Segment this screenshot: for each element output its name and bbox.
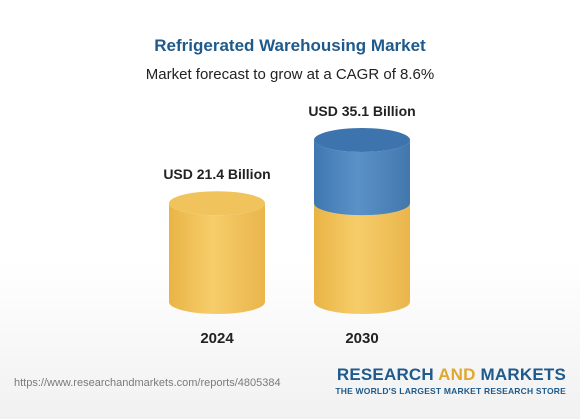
chart-subtitle: Market forecast to grow at a CAGR of 8.6…: [145, 66, 435, 83]
bar-2024-base: [169, 203, 265, 314]
bar-2030-growth: [314, 140, 410, 216]
source-url[interactable]: https://www.researchandmarkets.com/repor…: [14, 377, 281, 389]
brand-logo: RESEARCH AND MARKETS THE WORLD'S LARGEST…: [335, 366, 566, 397]
brand-name-part3: MARKETS: [475, 365, 566, 384]
data-label-2030: USD 35.1 Billion: [308, 103, 415, 119]
brand-tagline: THE WORLD'S LARGEST MARKET RESEARCH STOR…: [335, 386, 566, 396]
bar-2024-top: [169, 191, 265, 216]
brand-name-part2: AND: [438, 365, 476, 384]
chart-title: Refrigerated Warehousing Market: [154, 36, 426, 55]
brand-name-part1: RESEARCH: [336, 365, 439, 384]
brand-name: RESEARCH AND MARKETS: [335, 366, 566, 384]
category-label-2024: 2024: [200, 330, 234, 347]
bar-2030-top: [314, 128, 410, 152]
bar-2030-base: [314, 203, 410, 314]
category-label-2030: 2030: [345, 330, 378, 347]
data-label-2024: USD 21.4 Billion: [163, 166, 270, 182]
